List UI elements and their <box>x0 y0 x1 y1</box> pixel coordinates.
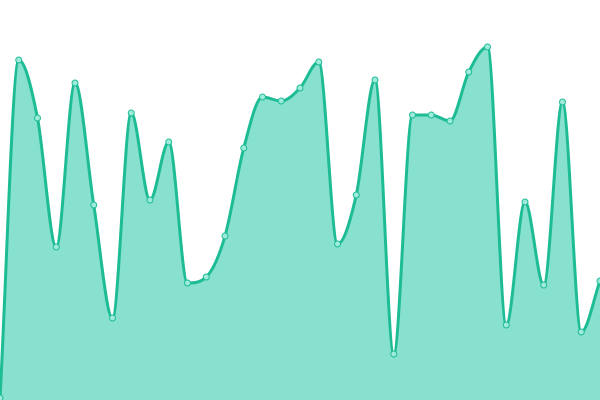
data-point <box>202 273 210 281</box>
data-point <box>596 277 600 285</box>
data-point <box>427 111 435 119</box>
data-point <box>446 117 454 125</box>
data-point <box>390 350 398 358</box>
data-point <box>540 281 548 289</box>
data-point <box>296 84 304 92</box>
data-point <box>559 98 566 106</box>
data-point <box>109 314 116 322</box>
data-point <box>71 79 79 87</box>
data-point <box>184 279 191 287</box>
data-point <box>146 196 154 204</box>
data-point <box>127 109 135 117</box>
area-fill <box>0 47 600 400</box>
data-point <box>90 201 98 209</box>
data-point <box>502 321 510 329</box>
data-point <box>15 56 23 64</box>
data-point <box>52 243 60 251</box>
data-point <box>0 394 4 400</box>
data-point <box>484 43 491 51</box>
data-point <box>277 97 285 105</box>
data-point <box>221 232 229 240</box>
data-point <box>315 58 323 66</box>
data-point <box>34 114 41 122</box>
data-point <box>352 191 360 199</box>
data-point <box>165 138 173 146</box>
data-point <box>334 240 341 248</box>
data-point <box>371 76 379 84</box>
data-point <box>521 198 529 206</box>
data-point <box>259 93 266 101</box>
data-point <box>465 68 473 76</box>
data-point <box>409 111 416 119</box>
data-point <box>577 328 585 336</box>
data-point <box>240 144 248 152</box>
data-points <box>0 43 600 400</box>
